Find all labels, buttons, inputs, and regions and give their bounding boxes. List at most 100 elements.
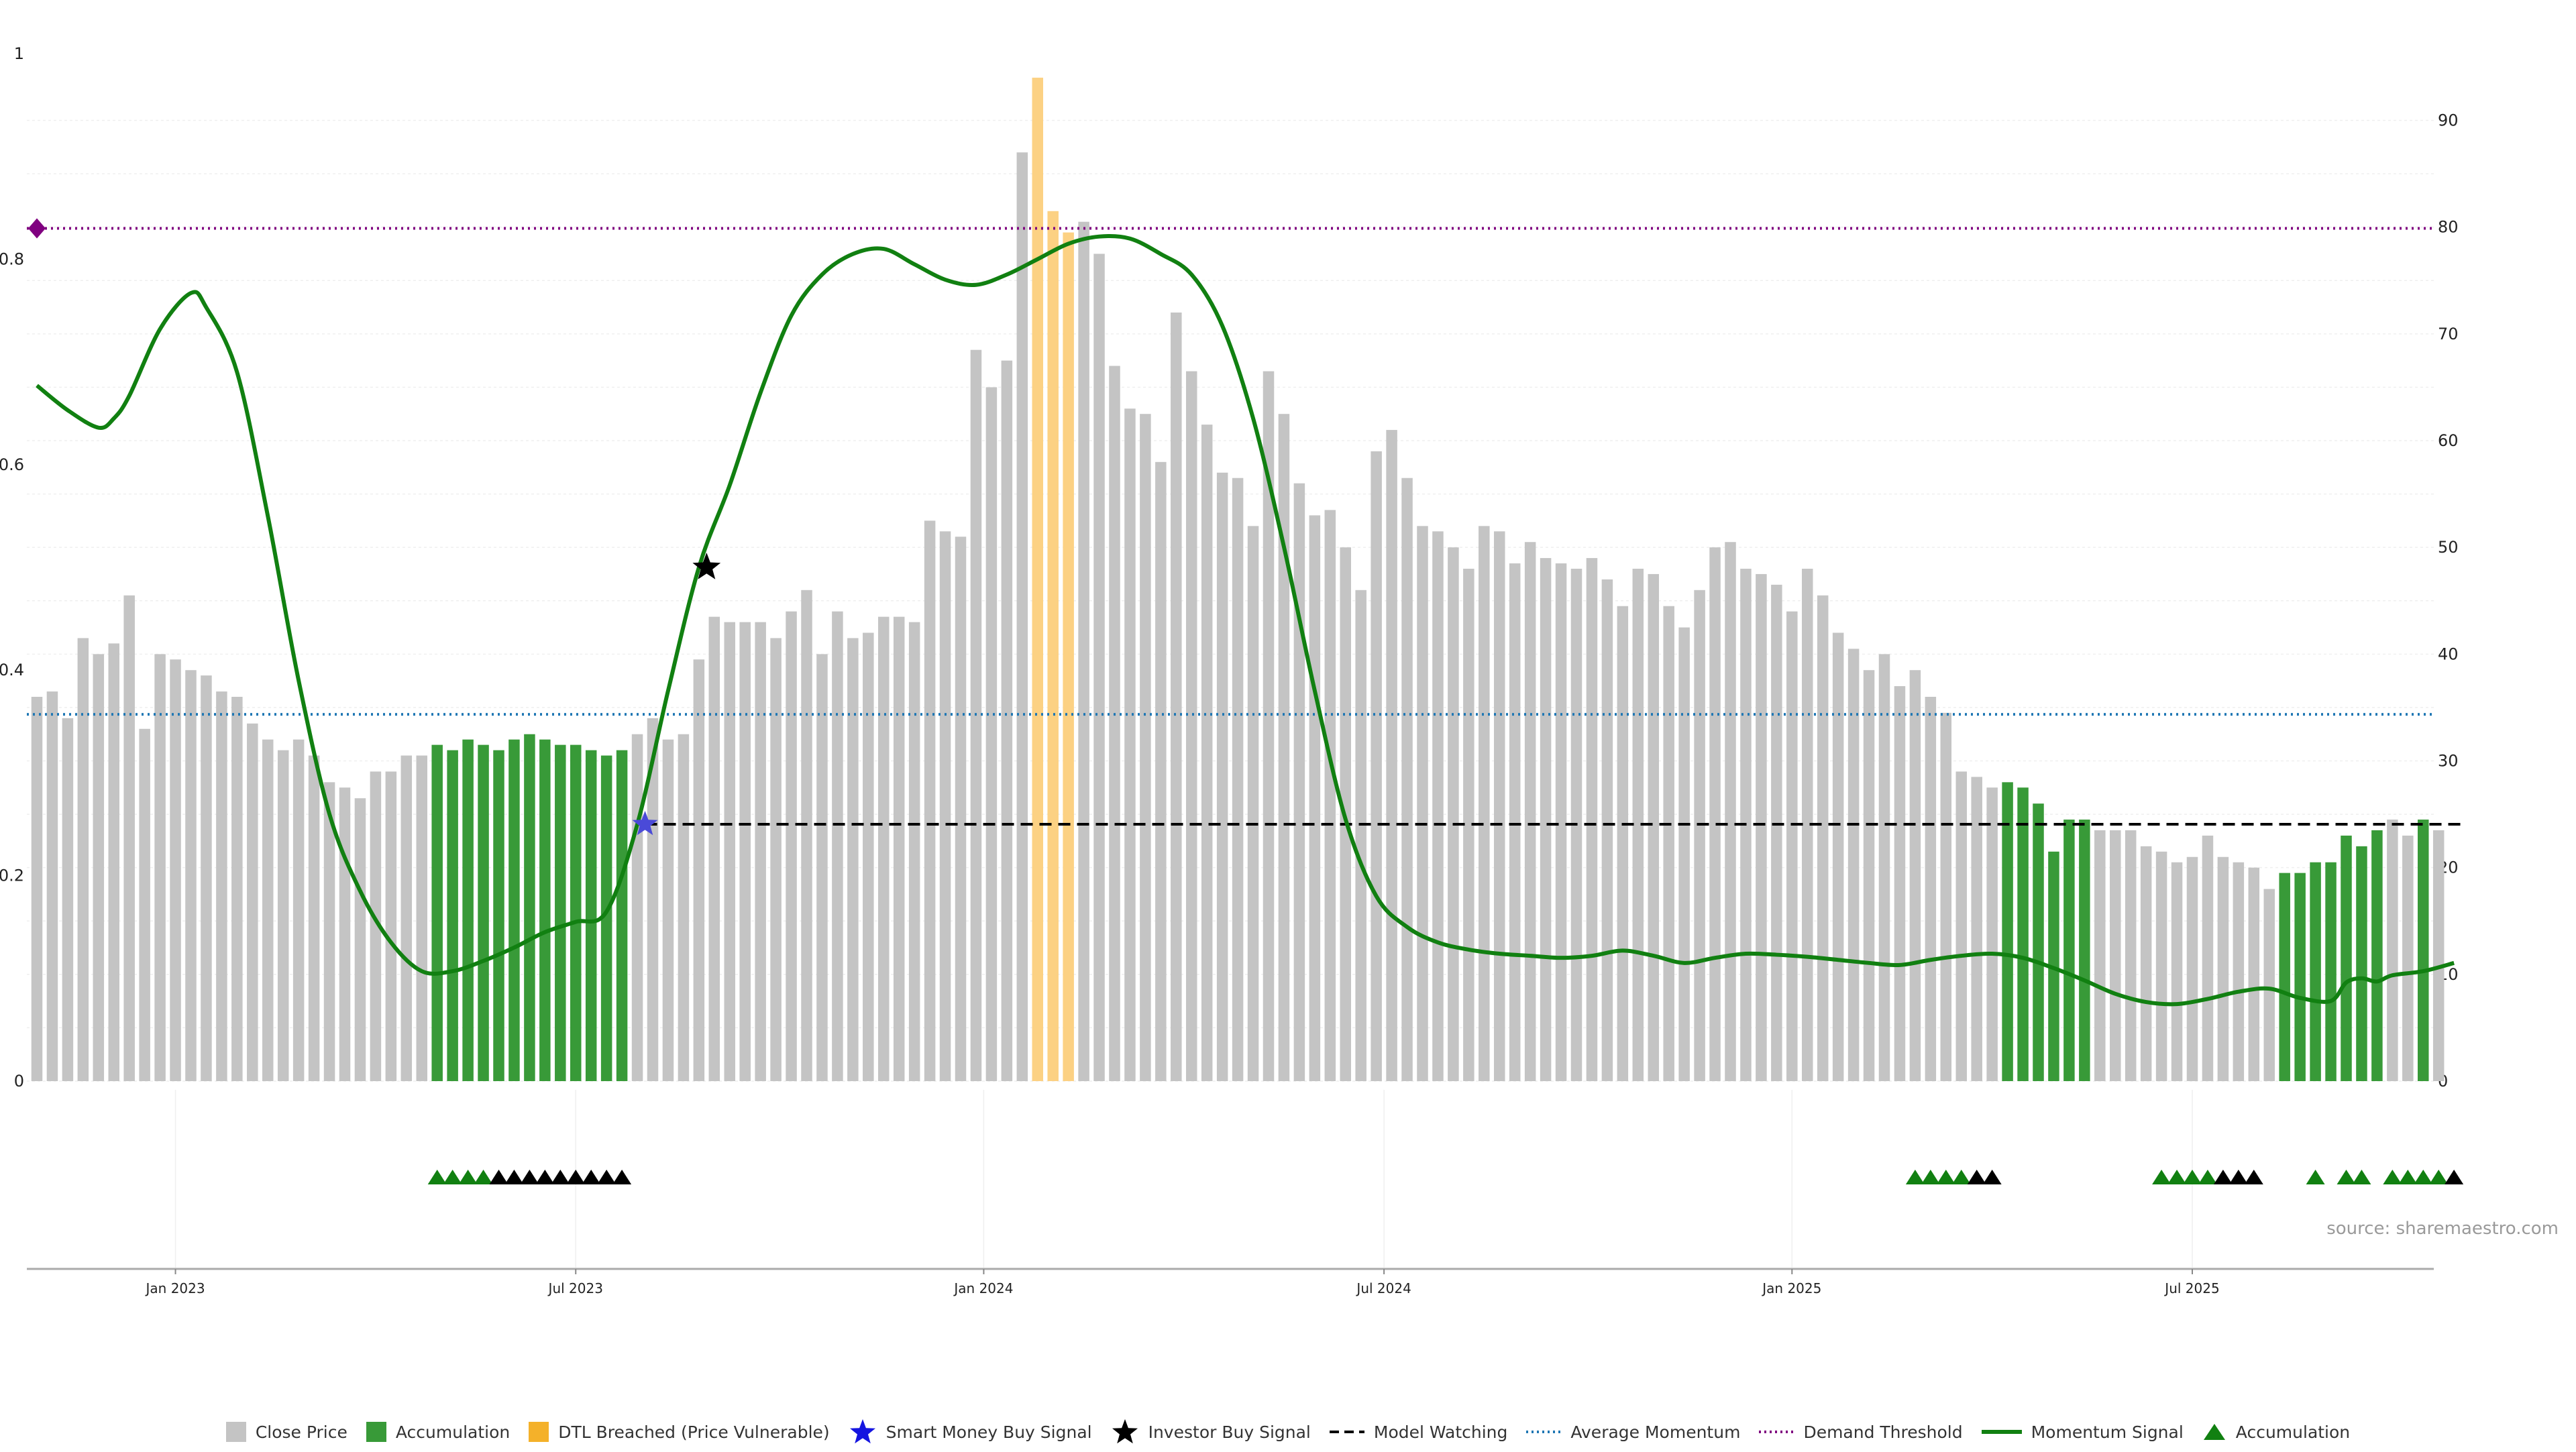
accumulation-bar xyxy=(600,755,612,1081)
dtl-breached-bar xyxy=(1032,77,1043,1081)
legend-item: Close Price xyxy=(225,1422,347,1442)
accumulation-bar xyxy=(462,739,474,1081)
accumulation-triangle-black xyxy=(2244,1170,2263,1184)
accumulation-triangle xyxy=(2352,1170,2371,1184)
close-price-bar xyxy=(1448,547,1459,1081)
close-price-bar xyxy=(2125,830,2137,1081)
close-price-bar xyxy=(816,654,828,1081)
close-price-bar xyxy=(2171,862,2183,1081)
accumulation-triangle-black xyxy=(1967,1170,1986,1184)
accumulation-triangle xyxy=(474,1170,493,1184)
accumulation-triangle-black xyxy=(504,1170,524,1184)
close-price-bar xyxy=(1678,627,1690,1081)
close-price-bar xyxy=(647,718,659,1081)
legend-label: Investor Buy Signal xyxy=(1148,1422,1311,1442)
legend-item: Accumulation xyxy=(2202,1421,2350,1443)
close-price-bar xyxy=(2263,889,2275,1081)
chart-canvas: 00.20.40.60.810102030405060708090Jan 202… xyxy=(0,44,2559,1296)
close-price-bar xyxy=(123,595,135,1081)
close-price-bar xyxy=(1247,526,1259,1081)
close-price-bar xyxy=(1971,777,1982,1081)
x-axis-tick-label: Jan 2024 xyxy=(953,1280,1013,1296)
close-price-bar xyxy=(185,670,197,1081)
source-text: source: sharemaestro.com xyxy=(2326,1219,2559,1239)
close-price-bar xyxy=(863,632,874,1081)
close-price-bar xyxy=(1401,478,1413,1081)
close-price-bar xyxy=(893,616,905,1081)
close-price-bar xyxy=(2202,835,2214,1081)
close-price-bar xyxy=(1909,670,1921,1081)
accumulation-triangle xyxy=(2398,1170,2418,1184)
accumulation-bar xyxy=(2371,830,2383,1081)
left-axis-tick-label: 0.8 xyxy=(0,249,24,268)
close-price-bar xyxy=(2432,830,2445,1081)
demand-threshold-marker xyxy=(28,218,46,239)
accumulation-bar xyxy=(478,744,489,1081)
left-axis-tick-label: 0 xyxy=(14,1072,24,1091)
close-price-bar xyxy=(416,755,427,1081)
close-price-bar xyxy=(2233,862,2245,1081)
legend-label: Demand Threshold xyxy=(1803,1422,1963,1442)
close-price-bar xyxy=(154,654,166,1081)
close-price-bar xyxy=(985,387,998,1081)
close-price-bar xyxy=(1479,526,1490,1081)
accumulation-triangle xyxy=(2306,1170,2325,1184)
green-line-icon xyxy=(1981,1425,2022,1439)
close-price-bar xyxy=(354,798,366,1081)
close-price-bar xyxy=(400,755,413,1081)
close-price-bar xyxy=(1201,425,1213,1081)
close-price-bar xyxy=(1155,461,1167,1081)
close-price-bar xyxy=(1925,696,1937,1081)
close-price-bar xyxy=(2186,856,2198,1081)
close-price-bar xyxy=(1756,573,1767,1081)
close-price-bar xyxy=(1309,515,1321,1081)
x-axis-tick-label: Jul 2023 xyxy=(547,1280,603,1296)
close-price-bar xyxy=(1371,451,1382,1081)
close-price-bar xyxy=(908,622,920,1081)
close-price-bar xyxy=(77,638,89,1081)
close-price-bar xyxy=(2094,830,2106,1081)
close-price-bar xyxy=(1278,414,1290,1081)
close-price-bar xyxy=(1186,371,1197,1081)
close-price-bar xyxy=(1847,649,1860,1081)
accumulation-triangle-black xyxy=(1982,1170,2002,1184)
close-price-bar xyxy=(739,622,751,1081)
legend: Close Price Accumulation DTL Breached (Pri… xyxy=(0,1412,2576,1452)
close-price-bar xyxy=(708,616,720,1081)
investor-buy-signal-star xyxy=(692,553,721,579)
legend-label: Smart Money Buy Signal xyxy=(885,1422,1092,1442)
legend-item: Average Momentum xyxy=(1526,1422,1740,1442)
momentum-signal-line xyxy=(36,233,2455,1007)
close-price-bar xyxy=(1786,611,1798,1081)
close-price-bar xyxy=(1863,670,1875,1081)
accumulation-markers xyxy=(427,1170,2464,1184)
accumulation-triangle-black xyxy=(489,1170,508,1184)
accumulation-triangle xyxy=(1921,1170,1940,1184)
close-price-bar xyxy=(924,520,936,1081)
accumulation-triangle-black xyxy=(612,1170,632,1184)
accumulation-bar xyxy=(2356,846,2367,1081)
close-price-bar xyxy=(139,728,150,1081)
x-axis-tick-label: Jan 2025 xyxy=(1761,1280,1821,1296)
right-axis-tick-label: 70 xyxy=(2438,325,2459,343)
accumulation-triangle-black xyxy=(2213,1170,2233,1184)
accumulation-triangle-black xyxy=(2229,1170,2248,1184)
close-price-bar xyxy=(1078,221,1089,1081)
x-axis-tick-label: Jul 2025 xyxy=(2163,1280,2219,1296)
green-square-icon xyxy=(366,1422,386,1442)
close-price-bar xyxy=(1263,371,1275,1081)
accumulation-triangle xyxy=(2337,1170,2356,1184)
close-price-bar xyxy=(262,739,274,1081)
close-price-bar xyxy=(170,659,181,1081)
legend-label: DTL Breached (Price Vulnerable) xyxy=(558,1422,830,1442)
accumulation-bar xyxy=(2294,873,2306,1081)
accumulation-triangle xyxy=(1905,1170,1925,1184)
legend-label: Close Price xyxy=(255,1422,347,1442)
accumulation-bar xyxy=(508,739,520,1081)
accumulation-triangle xyxy=(427,1170,447,1184)
legend-label: Accumulation xyxy=(395,1422,511,1442)
accumulation-triangle xyxy=(1936,1170,1955,1184)
close-price-bar xyxy=(247,723,258,1081)
accumulation-triangle-black xyxy=(2445,1170,2464,1184)
right-axis-tick-label: 50 xyxy=(2438,538,2459,557)
